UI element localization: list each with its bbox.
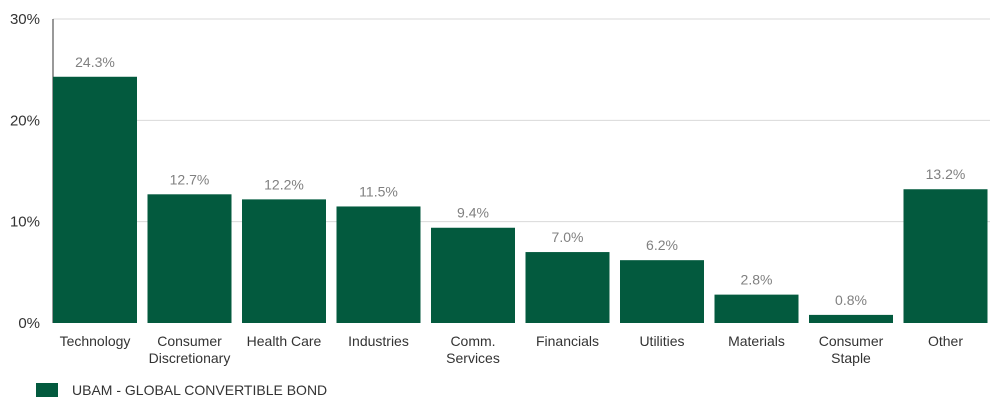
data-label: 7.0% — [552, 229, 584, 245]
bar-chart: 0% 10% 20% 30% 24.3% Technology 12.7% Consumer D… — [10, 11, 990, 366]
legend-label: UBAM - GLOBAL CONVERTIBLE BOND — [72, 382, 328, 398]
bar — [620, 260, 704, 323]
x-tick-label: Technology — [60, 333, 131, 349]
data-label: 9.4% — [457, 205, 489, 221]
x-tick-label: Utilities — [639, 333, 684, 349]
legend-swatch — [36, 383, 58, 397]
bar — [242, 199, 326, 323]
y-tick-label: 10% — [10, 214, 40, 231]
x-tick-label: Materials — [728, 333, 785, 349]
data-label: 12.7% — [170, 171, 210, 187]
x-tick-label: Consumer Staple — [819, 333, 884, 366]
bar — [903, 189, 988, 323]
x-tick-label: Consumer Discretionary — [149, 333, 231, 366]
y-tick-label: 0% — [18, 315, 40, 332]
y-tick-label: 20% — [10, 112, 40, 129]
bar — [809, 314, 893, 323]
x-tick-label: Other — [928, 333, 963, 349]
data-label: 11.5% — [359, 183, 398, 199]
y-tick-label: 30% — [10, 11, 40, 28]
bar — [525, 252, 610, 323]
x-tick-label: Comm. Services — [446, 333, 500, 366]
bar — [147, 194, 232, 323]
data-label: 12.2% — [264, 176, 304, 192]
x-tick-label: Health Care — [247, 333, 322, 349]
bar — [714, 294, 799, 323]
data-label: 0.8% — [835, 292, 867, 308]
data-label: 24.3% — [75, 54, 115, 70]
data-label: 2.8% — [741, 272, 773, 288]
bar — [336, 206, 421, 323]
x-tick-label: Industries — [348, 333, 409, 349]
x-tick-label: Financials — [536, 333, 599, 349]
legend: UBAM - GLOBAL CONVERTIBLE BOND — [36, 382, 327, 398]
data-label: 6.2% — [646, 237, 678, 253]
data-label: 13.2% — [926, 166, 966, 182]
bar — [53, 76, 137, 323]
bar — [431, 227, 515, 323]
